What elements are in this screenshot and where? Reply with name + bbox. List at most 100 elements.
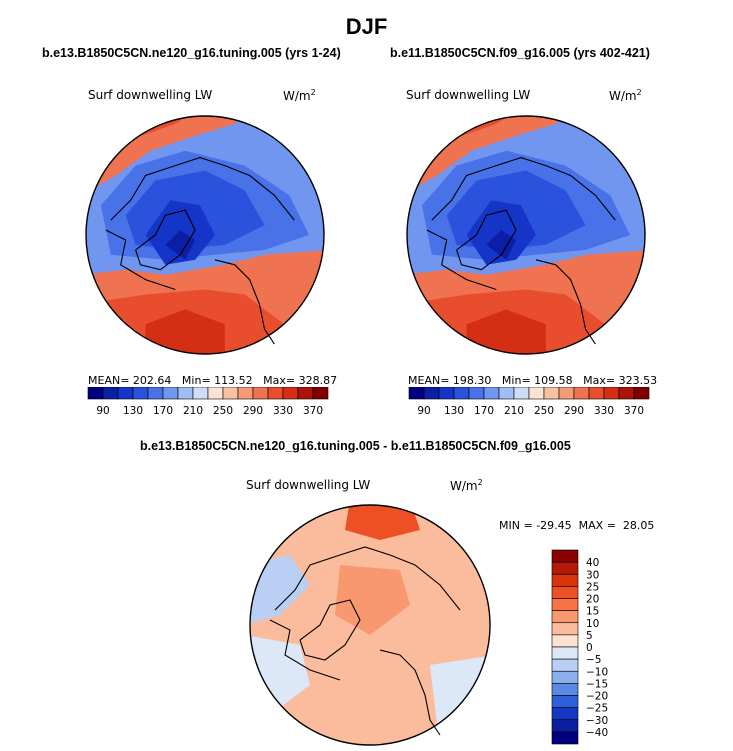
panel-3-units-base: W/m	[450, 479, 478, 493]
panel-1-mean-label: MEAN=	[88, 374, 130, 387]
colorbar-swatch	[282, 387, 299, 400]
colorbar-swatch	[237, 387, 254, 400]
map-field	[86, 116, 324, 354]
colorbar-tick-label: −40	[586, 727, 608, 739]
colorbar-swatch	[513, 387, 530, 400]
colorbar-swatch	[222, 387, 239, 400]
colorbar-swatch	[312, 387, 329, 400]
colorbar-tick-label: 30	[586, 569, 599, 581]
colorbar-swatch	[177, 387, 194, 400]
colorbar-swatch	[551, 634, 579, 648]
panel-1-mean: 202.64	[132, 374, 172, 387]
colorbar-tick-label: 25	[586, 581, 599, 593]
colorbar-tick-label: 170	[153, 405, 173, 417]
coastline-eurasia	[431, 157, 616, 221]
colorbar-tick-label: 250	[534, 405, 554, 417]
panel-2-units-exp: 2	[636, 88, 642, 97]
colorbar-tick-label: 330	[594, 405, 614, 417]
panel-1-min-label: Min=	[181, 374, 211, 387]
panel-1-max-label: Max=	[263, 374, 296, 387]
panel-2-min: 109.58	[534, 374, 573, 387]
colorbar-swatch	[453, 387, 470, 400]
colorbar-swatch	[551, 573, 579, 587]
colorbar-swatch	[147, 387, 164, 400]
panel-3-min: -29.45	[536, 519, 572, 532]
colorbar-swatch	[551, 561, 579, 575]
coastline-eurasia	[110, 157, 295, 221]
colorbar-swatch	[162, 387, 179, 400]
coastline-greenland	[456, 209, 517, 271]
panel-3-variable: Surf downwelling LW	[246, 478, 371, 492]
colorbar-tick-label: 90	[417, 405, 430, 417]
field-greenland-min	[165, 230, 196, 260]
coastline-canada	[105, 229, 176, 291]
panel-3-min-label: MIN =	[499, 519, 533, 532]
panel-3-polar-map	[249, 504, 491, 746]
colorbar-tick-label: 370	[624, 405, 644, 417]
colorbar-swatch	[297, 387, 314, 400]
colorbar-swatch	[87, 387, 104, 400]
colorbar-tick-label: −15	[586, 678, 608, 690]
panel-2-mean-label: MEAN=	[408, 374, 450, 387]
colorbar-tick-label: 290	[564, 405, 584, 417]
panel-1-units-base: W/m	[283, 89, 311, 103]
panel-3-units: W/m2	[450, 478, 483, 493]
colorbar-swatch	[252, 387, 269, 400]
colorbar-swatch	[551, 670, 579, 684]
panel-2-variable: Surf downwelling LW	[406, 88, 531, 102]
coastline-eurasia	[274, 546, 461, 611]
colorbar-swatch	[551, 731, 579, 745]
map-boundary	[406, 115, 646, 355]
colorbar-tick-label: 290	[243, 405, 263, 417]
colorbar-tick-label: 250	[213, 405, 233, 417]
colorbar-tick-label: 170	[474, 405, 494, 417]
map-field	[250, 505, 490, 745]
colorbar-swatch	[207, 387, 224, 400]
colorbar-swatch	[551, 586, 579, 599]
colorbar-tick-label: 210	[183, 405, 203, 417]
colorbar-tick-label: 370	[303, 405, 323, 417]
coastline-scandinavia	[379, 649, 441, 736]
colorbar-tick-label: 15	[586, 606, 599, 618]
map-boundary	[85, 115, 325, 355]
colorbar-tick-label: 20	[586, 594, 599, 606]
panel-1-variable: Surf downwelling LW	[88, 88, 213, 102]
colorbar-swatch	[551, 622, 579, 636]
panel-3-max: 28.05	[622, 519, 655, 532]
panel-3-subtitle: b.e13.B1850C5CN.ne120_g16.tuning.005 - b…	[140, 439, 571, 453]
panel-1-units-exp: 2	[310, 88, 316, 97]
colorbar-swatch	[468, 387, 485, 400]
colorbar-swatch	[551, 683, 579, 696]
panel-2-mean: 198.30	[452, 374, 492, 387]
colorbar-swatch	[603, 387, 620, 400]
panel-2-units-base: W/m	[609, 89, 637, 103]
panel-1-units: W/m2	[283, 88, 316, 103]
colorbar-swatch	[498, 387, 515, 400]
panel-3-stats: MIN = -29.45 MAX = 28.05	[499, 519, 654, 532]
colorbar-swatch	[633, 387, 650, 400]
map-boundary	[249, 504, 491, 746]
colorbar-tick-label: −5	[586, 654, 601, 666]
panel-1-colorbar: 90 130 170 210 250 290 330 370	[87, 387, 329, 417]
figure-title: DJF	[345, 14, 388, 39]
panel-1-stats: MEAN= 202.64 Min= 113.52 Max= 328.87	[88, 374, 337, 387]
panel-1-max: 328.87	[298, 374, 338, 387]
colorbar-tick-label: −30	[586, 715, 608, 727]
panel-2-min-label: Min=	[501, 374, 531, 387]
colorbar-swatch	[192, 387, 209, 400]
panel-2-stats: MEAN= 198.30 Min= 109.58 Max= 323.53	[408, 374, 657, 387]
panel-2-polar-map	[406, 115, 646, 355]
coastline-scandinavia	[535, 259, 596, 345]
colorbar-swatch	[267, 387, 284, 400]
colorbar-tick-label: 210	[504, 405, 524, 417]
colorbar-tick-label: 10	[586, 618, 599, 630]
panel-1-polar-map	[85, 115, 325, 355]
colorbar-swatch	[551, 549, 579, 563]
colorbar-swatch	[408, 387, 425, 400]
colorbar-swatch	[543, 387, 560, 400]
coastline-scandinavia	[214, 259, 275, 345]
colorbar-tick-label: −25	[586, 703, 608, 715]
colorbar-tick-label: −20	[586, 691, 608, 703]
panel-3-max-label: MAX =	[578, 519, 616, 532]
